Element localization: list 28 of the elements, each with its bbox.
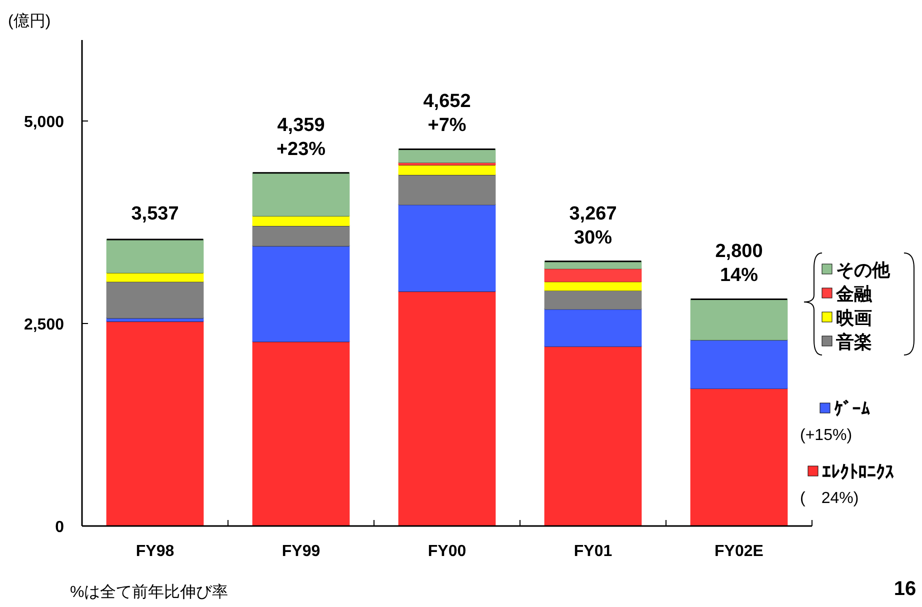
y-tick-label: 2,500 — [24, 316, 64, 334]
legend-label: ｹﾞｰﾑ — [834, 399, 870, 419]
annotation: 14% — [720, 265, 758, 286]
annotation: +23% — [276, 138, 326, 160]
x-tick-label: FY02E — [714, 543, 764, 560]
total-label: 4,359 — [277, 114, 325, 136]
y-tick-label: 5,000 — [24, 114, 64, 131]
x-tick-label: FY01 — [574, 543, 612, 560]
text: %は全て前年比伸び率 — [70, 583, 228, 601]
y-axis-title: (億円) — [8, 12, 51, 30]
total-label: 2,800 — [715, 241, 763, 262]
legend-label: ｴﾚｸﾄﾛﾆｸｽ — [822, 462, 894, 482]
legend-label: 金融 — [835, 284, 873, 304]
legend-label: 音楽 — [835, 332, 872, 352]
annotation: +7% — [428, 115, 466, 136]
annotation: 30% — [574, 227, 612, 248]
annotation: ( 24%) — [800, 490, 859, 507]
x-tick-label: FY00 — [428, 543, 466, 560]
legend-label: 映画 — [836, 308, 872, 328]
legend-label: その他 — [836, 260, 891, 280]
annotation: (+15%) — [800, 427, 852, 444]
x-tick-label: FY99 — [282, 543, 320, 560]
total-label: 3,267 — [569, 203, 617, 224]
text: 16 — [894, 578, 916, 600]
total-label: 3,537 — [131, 204, 179, 225]
y-tick-label: 0 — [55, 519, 64, 536]
x-tick-label: FY98 — [136, 543, 174, 560]
total-label: 4,652 — [423, 91, 471, 112]
